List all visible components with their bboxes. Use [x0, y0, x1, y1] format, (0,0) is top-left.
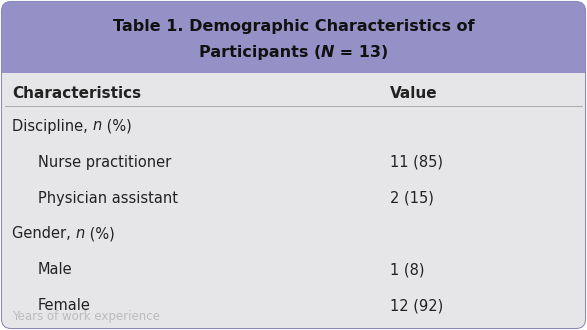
- Text: Characteristics: Characteristics: [12, 85, 141, 101]
- Text: Male: Male: [38, 262, 73, 278]
- Text: 1 (8): 1 (8): [390, 262, 424, 278]
- Text: Discipline,: Discipline,: [12, 118, 92, 134]
- Text: 12 (92): 12 (92): [390, 299, 443, 314]
- Text: Nurse practitioner: Nurse practitioner: [38, 154, 171, 170]
- Text: (%): (%): [85, 226, 114, 242]
- Text: Gender,: Gender,: [12, 226, 75, 242]
- Bar: [2, 73, 585, 85]
- FancyBboxPatch shape: [2, 2, 585, 77]
- Bar: [2, 40, 585, 77]
- Text: n: n: [92, 118, 102, 134]
- Text: N: N: [321, 45, 334, 60]
- Text: Table 1. Demographic Characteristics of: Table 1. Demographic Characteristics of: [113, 19, 474, 34]
- Text: n: n: [75, 226, 85, 242]
- Text: Female: Female: [38, 299, 91, 314]
- Text: = 13): = 13): [334, 45, 389, 60]
- Text: Physician assistant: Physician assistant: [38, 190, 178, 206]
- Text: 2 (15): 2 (15): [390, 190, 434, 206]
- Text: Value: Value: [390, 85, 438, 101]
- Text: (%): (%): [102, 118, 131, 134]
- Text: 11 (85): 11 (85): [390, 154, 443, 170]
- FancyBboxPatch shape: [2, 75, 585, 328]
- Text: Years of work experience: Years of work experience: [12, 310, 160, 323]
- Text: Participants (: Participants (: [198, 45, 321, 60]
